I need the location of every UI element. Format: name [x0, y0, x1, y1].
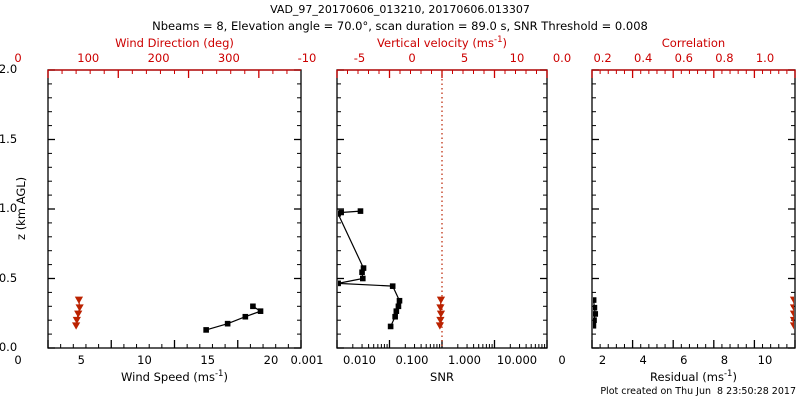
- top-tick-label-2-3: 0.6: [674, 51, 693, 65]
- top-tick-label-2-4: 0.8: [715, 51, 734, 65]
- y-tick-label-2: 1.0: [0, 201, 18, 215]
- x-tick-label-1-1: 0.010: [343, 353, 376, 367]
- top-tick-label-2-0: 0.0: [552, 51, 572, 65]
- top-tick-label-2-5: 1.0: [755, 51, 775, 65]
- top-tick-label-0-3: 300: [217, 51, 240, 65]
- series-wind-1: [71, 296, 84, 330]
- series-wind-0: [203, 303, 264, 333]
- top-tick-label-1-1: -5: [353, 51, 366, 65]
- top-tick-label-2-2: 0.4: [634, 51, 653, 65]
- x-tick-label-2-0: 0: [558, 353, 566, 367]
- y-tick-label-1: 0.5: [0, 270, 18, 285]
- x-tick-label-2-4: 8: [720, 353, 729, 367]
- top-tick-label-0-1: 100: [77, 51, 100, 65]
- top-axis-title-0: Wind Direction (deg): [115, 36, 234, 50]
- x-tick-label-0-0: 0: [14, 353, 22, 367]
- x-tick-label-0-1: 5: [77, 353, 85, 367]
- footer-timestamp: Plot created on Thu Jun 8 23:50:28 2017: [600, 386, 796, 397]
- y-axis-title: z (km AGL): [14, 176, 28, 240]
- y-tick-label-4: 2.0: [0, 62, 18, 76]
- x-tick-label-1-2: 0.100: [395, 353, 429, 367]
- series-residual-1: [789, 296, 794, 330]
- top-axis-title-2: Correlation: [661, 36, 726, 50]
- top-tick-label-0-2: 200: [147, 51, 170, 65]
- y-tick-label-0: 0.0: [0, 340, 18, 354]
- x-tick-label-2-3: 6: [680, 353, 688, 367]
- top-tick-label-0-0: 0: [14, 51, 22, 65]
- y-tick-label-3: 1.5: [0, 131, 18, 146]
- top-tick-label-1-4: 10: [509, 51, 525, 65]
- plot-subtitle: Nbeams = 8, Elevation angle = 70.0°, sca…: [152, 19, 648, 33]
- x-tick-label-0-2: 10: [137, 353, 152, 367]
- series-residual-0: [593, 297, 599, 329]
- x-tick-label-1-3: 1.000: [448, 353, 481, 367]
- series-snr-1: [435, 296, 446, 330]
- x-tick-label-2-5: 10: [757, 353, 773, 367]
- x-tick-label-0-4: 20: [263, 353, 279, 367]
- x-tick-label-1-4: 10.000: [496, 353, 538, 367]
- top-tick-label-1-0: -10: [297, 51, 317, 65]
- x-axis-title-1: SNR: [430, 370, 454, 384]
- top-tick-label-1-2: 0: [408, 51, 416, 65]
- x-axis-title-2: Residual (ms-1): [650, 369, 737, 384]
- x-axis-title-0: Wind Speed (ms-1): [121, 369, 228, 384]
- page-title: VAD_97_20170606_013210, 20170606.013307: [270, 3, 530, 16]
- series-snr-0: [338, 208, 403, 330]
- top-axis-title-1: Vertical velocity (ms-1): [377, 35, 507, 50]
- x-tick-label-2-1: 2: [598, 353, 607, 367]
- x-tick-label-1-0: 0.001: [290, 353, 324, 367]
- x-tick-label-2-2: 4: [639, 353, 647, 367]
- top-tick-label-1-3: 5: [460, 51, 469, 65]
- x-tick-label-0-3: 15: [200, 353, 216, 367]
- top-tick-label-2-1: 0.2: [593, 51, 612, 65]
